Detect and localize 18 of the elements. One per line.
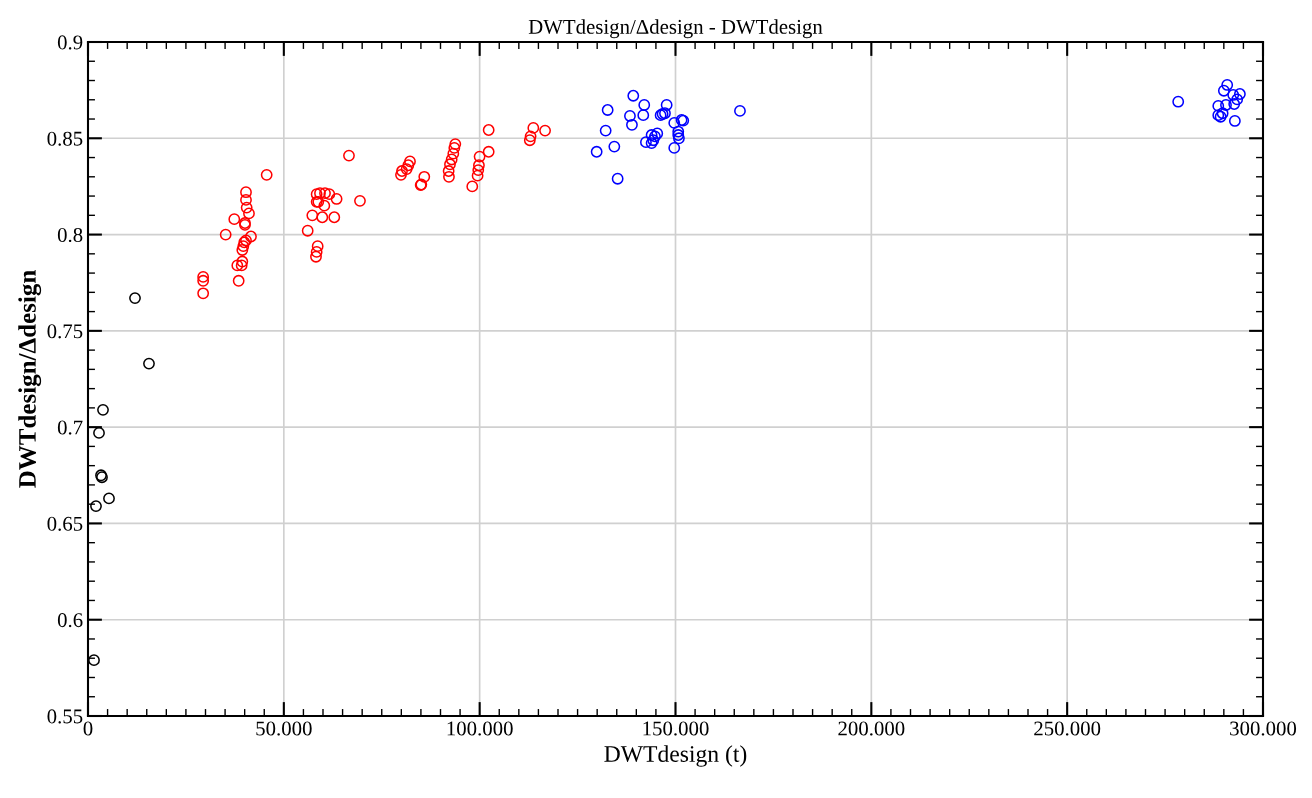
x-tick-label: 150.000 bbox=[643, 721, 709, 736]
x-tick-label: 300.000 bbox=[1230, 721, 1297, 736]
x-tick-label: 100.000 bbox=[447, 721, 513, 736]
x-tick-label: 50.000 bbox=[256, 721, 312, 736]
x-tick-label: 250.000 bbox=[1034, 721, 1101, 736]
y-tick-label: 0.9 bbox=[57, 35, 83, 50]
y-tick-label: 0.8 bbox=[57, 227, 83, 243]
y-axis-title: DWTdesign/Δdesign bbox=[18, 270, 42, 488]
x-tick-label: 200.000 bbox=[838, 721, 905, 736]
chart-title: DWTdesign/Δdesign - DWTdesign bbox=[528, 19, 823, 39]
y-tick-label: 0.85 bbox=[47, 131, 83, 146]
y-tick-label: 0.65 bbox=[47, 516, 83, 531]
y-tick-label: 0.7 bbox=[57, 420, 83, 435]
y-tick-label: 0.55 bbox=[47, 709, 83, 724]
y-tick-label: 0.6 bbox=[57, 613, 83, 628]
y-tick-label: 0.75 bbox=[47, 324, 83, 339]
x-tick-label: 0 bbox=[83, 721, 93, 736]
x-axis-title: DWTdesign (t) bbox=[604, 745, 747, 767]
